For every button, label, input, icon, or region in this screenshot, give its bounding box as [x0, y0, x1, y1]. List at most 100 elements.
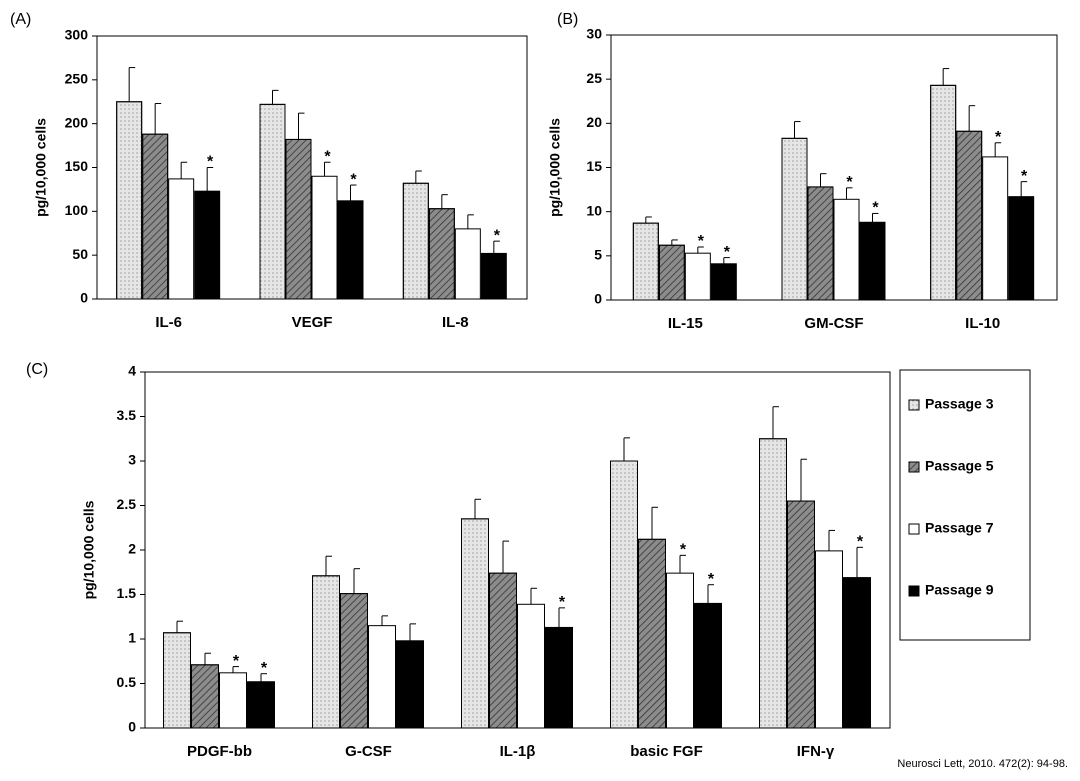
panel-label: (B) — [557, 11, 578, 28]
significance: * — [559, 594, 566, 611]
legend-label: Passage 7 — [925, 520, 994, 536]
y-tick-label: 30 — [586, 26, 602, 42]
y-tick-label: 300 — [65, 27, 89, 43]
bar-pattern — [259, 103, 286, 300]
bar — [982, 156, 1009, 301]
bar — [219, 672, 247, 729]
y-tick-label: 1 — [128, 630, 136, 646]
significance: * — [261, 660, 268, 677]
bar-pattern — [428, 208, 455, 300]
bar — [859, 221, 886, 301]
y-tick-label: 100 — [65, 202, 89, 218]
bar-pattern — [930, 84, 957, 301]
bar — [454, 228, 481, 300]
bar — [194, 190, 221, 300]
significance: * — [708, 571, 715, 588]
x-tick-label: IL-15 — [668, 315, 703, 332]
bar — [517, 603, 545, 729]
legend-label: Passage 5 — [925, 458, 994, 474]
bar — [545, 626, 573, 729]
x-tick-label: GM-CSF — [804, 315, 863, 332]
legend-swatch-pattern — [908, 461, 920, 473]
significance: * — [857, 534, 864, 551]
x-tick-label: IL-10 — [965, 315, 1000, 332]
bar — [843, 577, 871, 729]
bar-pattern — [632, 222, 659, 301]
bar — [480, 252, 507, 300]
bar — [368, 625, 396, 729]
significance: * — [1021, 168, 1028, 185]
legend-label: Passage 9 — [925, 582, 994, 598]
y-tick-label: 2 — [128, 541, 136, 557]
y-tick-label: 50 — [72, 246, 88, 262]
x-tick-label: basic FGF — [630, 743, 703, 760]
bar — [1008, 196, 1035, 301]
y-tick-label: 0 — [594, 291, 602, 307]
bar-pattern — [638, 538, 666, 729]
bar-pattern — [142, 133, 169, 300]
y-axis-label: pg/10,000 cells — [81, 500, 97, 599]
y-tick-label: 2.5 — [117, 496, 137, 512]
x-tick-label: G-CSF — [345, 743, 392, 760]
x-tick-label: IL-8 — [442, 314, 469, 331]
y-tick-label: 10 — [586, 202, 602, 218]
legend-swatch — [908, 585, 920, 597]
panel-label: (A) — [10, 11, 31, 28]
bar-pattern — [312, 575, 340, 729]
significance: * — [494, 227, 501, 244]
y-tick-label: 0 — [80, 290, 88, 306]
y-tick-label: 1.5 — [117, 585, 137, 601]
bar — [833, 198, 860, 301]
bar — [710, 263, 737, 301]
y-tick-label: 5 — [594, 247, 602, 263]
bar-pattern — [191, 664, 219, 729]
bar — [666, 572, 694, 729]
y-tick-label: 20 — [586, 114, 602, 130]
y-axis-label: pg/10,000 cells — [33, 118, 49, 217]
legend-swatch-pattern — [908, 399, 920, 411]
bar-pattern — [781, 137, 808, 301]
legend-swatch — [908, 523, 920, 535]
bar-pattern — [956, 130, 983, 301]
bar-pattern — [489, 572, 517, 729]
x-tick-label: IL-1β — [500, 743, 536, 760]
bar — [168, 178, 195, 300]
y-tick-label: 3.5 — [117, 407, 137, 423]
y-tick-label: 3 — [128, 452, 136, 468]
y-tick-label: 0 — [128, 719, 136, 735]
significance: * — [846, 174, 853, 191]
bar — [694, 602, 722, 729]
bar-pattern — [759, 438, 787, 729]
significance: * — [698, 233, 705, 250]
y-tick-label: 4 — [128, 363, 136, 379]
y-tick-label: 0.5 — [117, 674, 137, 690]
bar-pattern — [461, 518, 489, 729]
bar-pattern — [116, 101, 143, 300]
panel-label: (C) — [26, 361, 48, 378]
y-tick-label: 15 — [586, 158, 602, 174]
bar-pattern — [610, 460, 638, 729]
bar — [396, 640, 424, 729]
y-tick-label: 250 — [65, 71, 89, 87]
source: Neurosci Lett, 2010. 472(2): 94-98. — [897, 758, 1068, 770]
significance: * — [995, 129, 1002, 146]
bar — [311, 175, 338, 300]
y-axis-label: pg/10,000 cells — [547, 118, 563, 217]
bar — [684, 252, 711, 301]
x-tick-label: IFN-γ — [797, 743, 835, 760]
x-tick-label: VEGF — [292, 314, 333, 331]
y-tick-label: 150 — [65, 158, 89, 174]
bar-pattern — [163, 632, 191, 729]
significance: * — [872, 200, 879, 217]
significance: * — [324, 148, 331, 165]
y-tick-label: 200 — [65, 114, 89, 130]
bar-pattern — [340, 593, 368, 729]
y-tick-label: 25 — [586, 70, 602, 86]
bar-pattern — [285, 138, 312, 300]
x-tick-label: PDGF-bb — [187, 743, 252, 760]
x-tick-label: IL-6 — [155, 314, 182, 331]
bar-pattern — [402, 182, 429, 300]
bar — [337, 200, 364, 300]
legend-box — [899, 369, 1031, 641]
